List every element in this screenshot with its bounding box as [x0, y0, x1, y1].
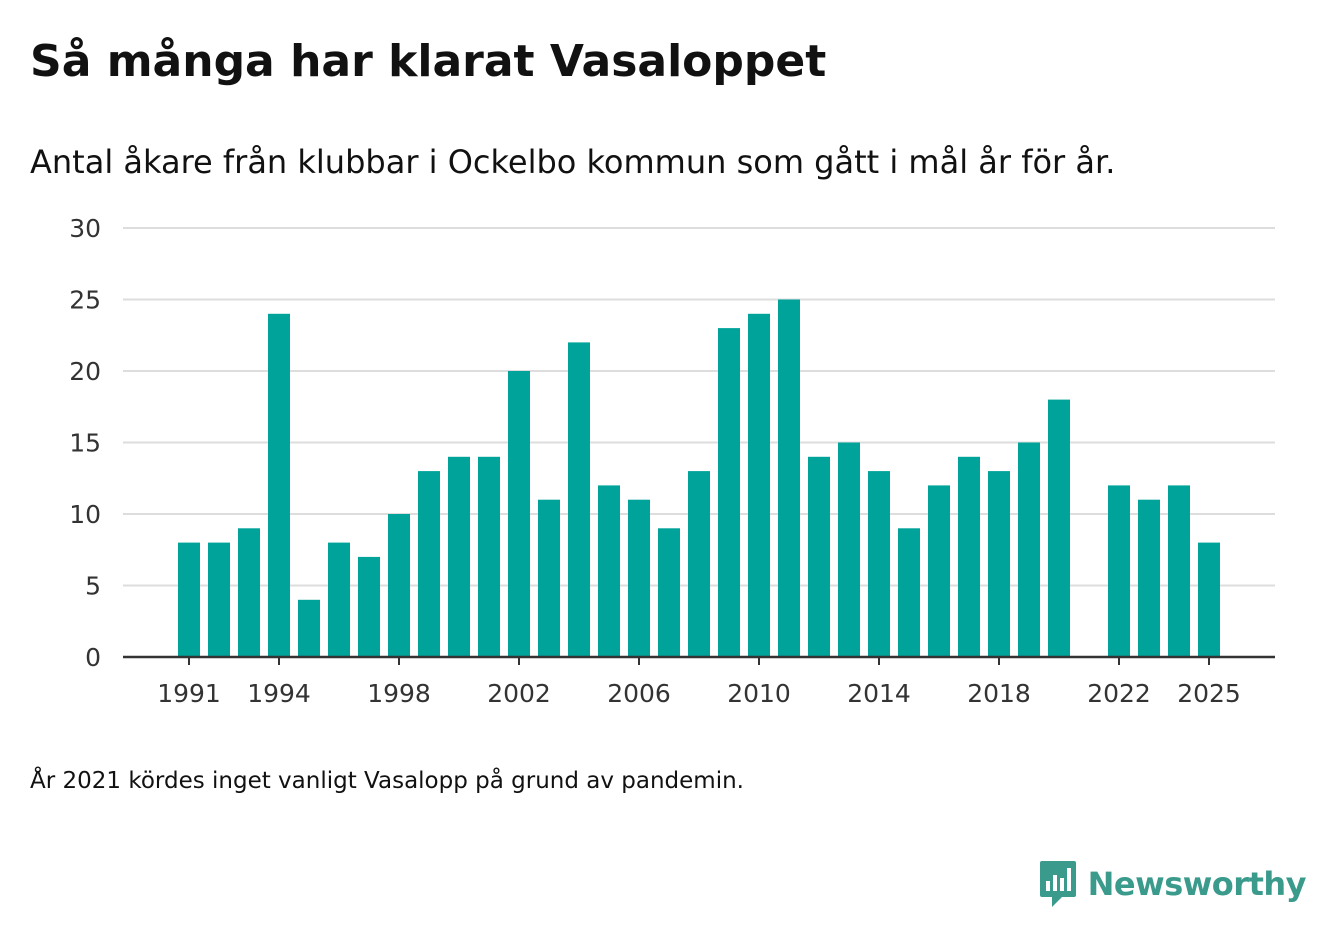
bar-2016 [928, 485, 950, 657]
bar-2023 [1138, 499, 1160, 657]
bar-2002 [508, 371, 530, 657]
bar-1992 [208, 542, 230, 657]
bar-2025 [1198, 542, 1220, 657]
y-tick-label: 5 [85, 572, 101, 601]
newsworthy-logo[interactable]: Newsworthy [1038, 858, 1307, 910]
bar-2018 [988, 471, 1010, 657]
chart-title: Så många har klarat Vasaloppet [30, 36, 827, 87]
y-tick-label: 0 [85, 643, 101, 672]
bar-1993 [238, 528, 260, 657]
bar-2008 [688, 471, 710, 657]
x-tick-label: 2006 [607, 679, 671, 708]
bar-2009 [718, 328, 740, 657]
bar-2017 [958, 456, 980, 657]
bar-2015 [898, 528, 920, 657]
bar-2006 [628, 499, 650, 657]
bar-1997 [358, 556, 380, 657]
bar-1998 [388, 514, 410, 657]
x-tick-label: 2014 [847, 679, 911, 708]
bar-2000 [448, 456, 470, 657]
y-tick-label: 25 [69, 286, 101, 315]
x-tick-label: 2022 [1087, 679, 1151, 708]
bar-1991 [178, 542, 200, 657]
x-tick-label: 1991 [157, 679, 221, 708]
bar-1999 [418, 471, 440, 657]
chart-subtitle: Antal åkare från klubbar i Ockelbo kommu… [30, 143, 1116, 181]
bar-2013 [838, 442, 860, 657]
x-tick-label: 1998 [367, 679, 431, 708]
bar-2007 [658, 528, 680, 657]
x-tick-label: 1994 [247, 679, 311, 708]
x-tick-label: 2025 [1177, 679, 1241, 708]
y-tick-label: 15 [69, 429, 101, 458]
bar-chart-speech-bubble-icon [1039, 861, 1076, 907]
bar-2010 [748, 313, 770, 657]
bar-1996 [328, 542, 350, 657]
y-tick-label: 20 [69, 357, 101, 386]
y-tick-label: 30 [69, 214, 101, 243]
bar-1995 [298, 599, 320, 657]
bar-2024 [1168, 485, 1190, 657]
x-tick-label: 2010 [727, 679, 791, 708]
bar-1994 [268, 313, 290, 657]
bar-2022 [1108, 485, 1130, 657]
x-tick-label: 2002 [487, 679, 551, 708]
bar-2020 [1048, 399, 1070, 657]
bar-2012 [808, 456, 830, 657]
bar-2005 [598, 485, 620, 657]
bar-2003 [538, 499, 560, 657]
chart-footnote: År 2021 kördes inget vanligt Vasalopp på… [30, 768, 744, 794]
bar-2004 [568, 342, 590, 657]
bar-2019 [1018, 442, 1040, 657]
bar-2014 [868, 471, 890, 657]
brand-name: Newsworthy [1087, 865, 1307, 903]
x-tick-label: 2018 [967, 679, 1031, 708]
bar-2011 [778, 299, 800, 657]
y-tick-label: 10 [69, 500, 101, 529]
bar-2001 [478, 456, 500, 657]
